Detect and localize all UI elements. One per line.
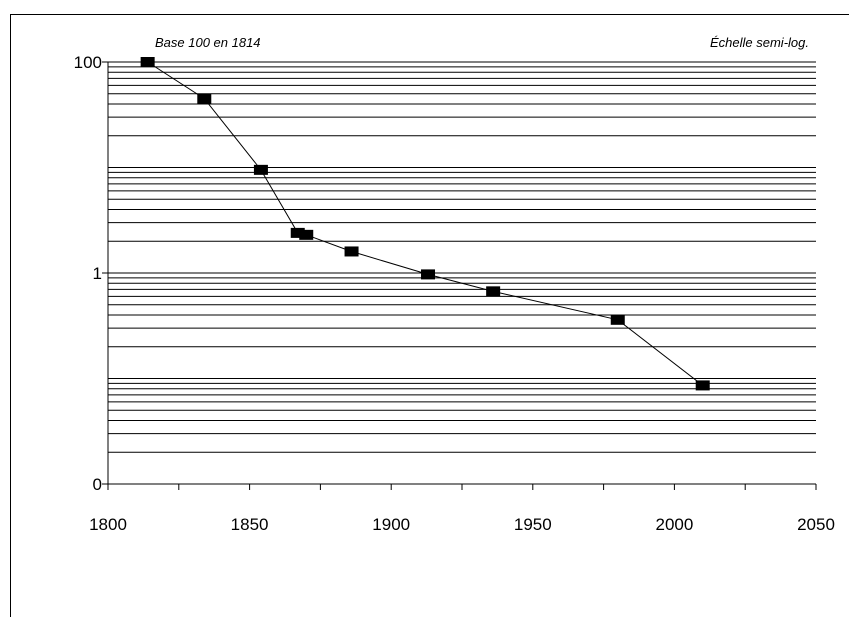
gridlines [108, 61, 816, 485]
y-axis-ticks: 100 1 0 [74, 53, 108, 494]
data-point [486, 286, 501, 297]
series-line [147, 61, 704, 386]
x-tick-label: 1900 [372, 515, 410, 534]
data-point [290, 227, 305, 238]
series-markers [140, 57, 710, 391]
x-tick-label: 1850 [231, 515, 269, 534]
y-tick-label: 1 [93, 264, 102, 283]
x-axis-ticks: 1800 1850 1900 1950 2000 2050 [89, 484, 835, 534]
x-tick-label: 1800 [89, 515, 127, 534]
data-point [253, 164, 268, 175]
data-point [610, 314, 625, 325]
x-tick-label: 2050 [797, 515, 835, 534]
data-point [140, 57, 155, 67]
data-point [299, 229, 314, 240]
x-tick-label: 1950 [514, 515, 552, 534]
data-point [344, 246, 359, 257]
data-point [695, 380, 710, 391]
y-tick-label: 0 [93, 475, 102, 494]
base-note: Base 100 en 1814 [155, 35, 261, 50]
x-tick-label: 2000 [655, 515, 693, 534]
data-point [421, 269, 436, 280]
scale-note: Échelle semi-log. [710, 35, 809, 50]
chart-frame [10, 14, 849, 617]
y-tick-label: 100 [74, 53, 102, 72]
data-point [197, 93, 212, 104]
